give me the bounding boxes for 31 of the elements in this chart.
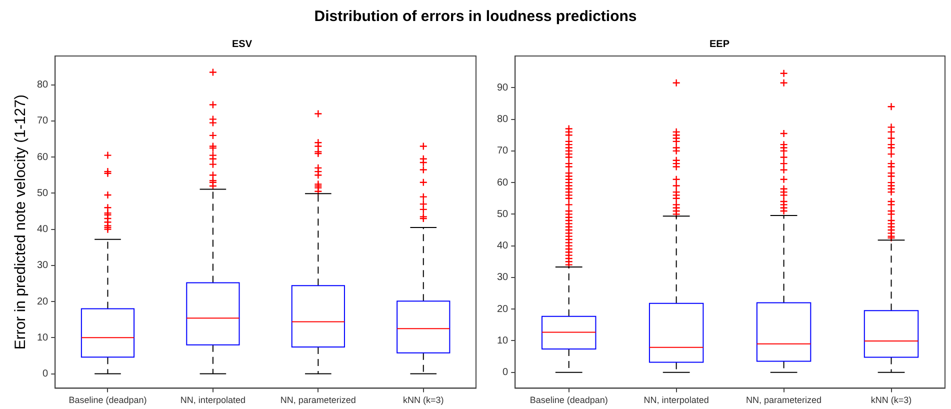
y-tick-label: 90 [497,82,509,94]
chart-subtitle: ESV [232,38,252,50]
y-tick-label: 60 [37,152,49,163]
x-tick-label: Baseline (deadpan) [68,395,147,406]
y-axis-title: Error in predicted note velocity (1-127) [12,94,30,350]
x-tick-label: kNN (k=3) [403,395,444,406]
x-tick-label: NN, parameterized [280,395,356,406]
x-tick-label: NN, interpolated [180,395,246,406]
y-tick-label: 80 [497,114,509,126]
y-tick-label: 50 [497,208,509,220]
y-tick-label: 10 [497,335,509,346]
y-tick-label: 20 [497,304,509,315]
y-tick-label: 10 [37,332,49,344]
x-tick-label: kNN (k=3) [870,395,912,406]
x-tick-label: Baseline (deadpan) [530,395,608,406]
y-tick-label: 70 [37,116,49,127]
y-tick-label: 70 [497,146,509,157]
x-tick-label: NN, parameterized [746,395,822,406]
y-tick-label: 0 [502,367,509,378]
y-tick-label: 40 [37,224,49,236]
x-tick-label: NN, interpolated [644,395,709,406]
y-tick-label: 30 [497,272,509,284]
y-tick-label: 0 [42,368,49,380]
chart-subtitle: EEP [709,38,730,50]
y-tick-label: 50 [37,188,49,199]
y-tick-label: 20 [37,296,49,308]
y-tick-label: 60 [497,177,509,188]
y-tick-label: 80 [37,80,49,91]
y-tick-label: 30 [37,260,49,272]
chart-title: Distribution of errors in loudness predictions [313,8,638,25]
y-tick-label: 40 [497,240,509,252]
